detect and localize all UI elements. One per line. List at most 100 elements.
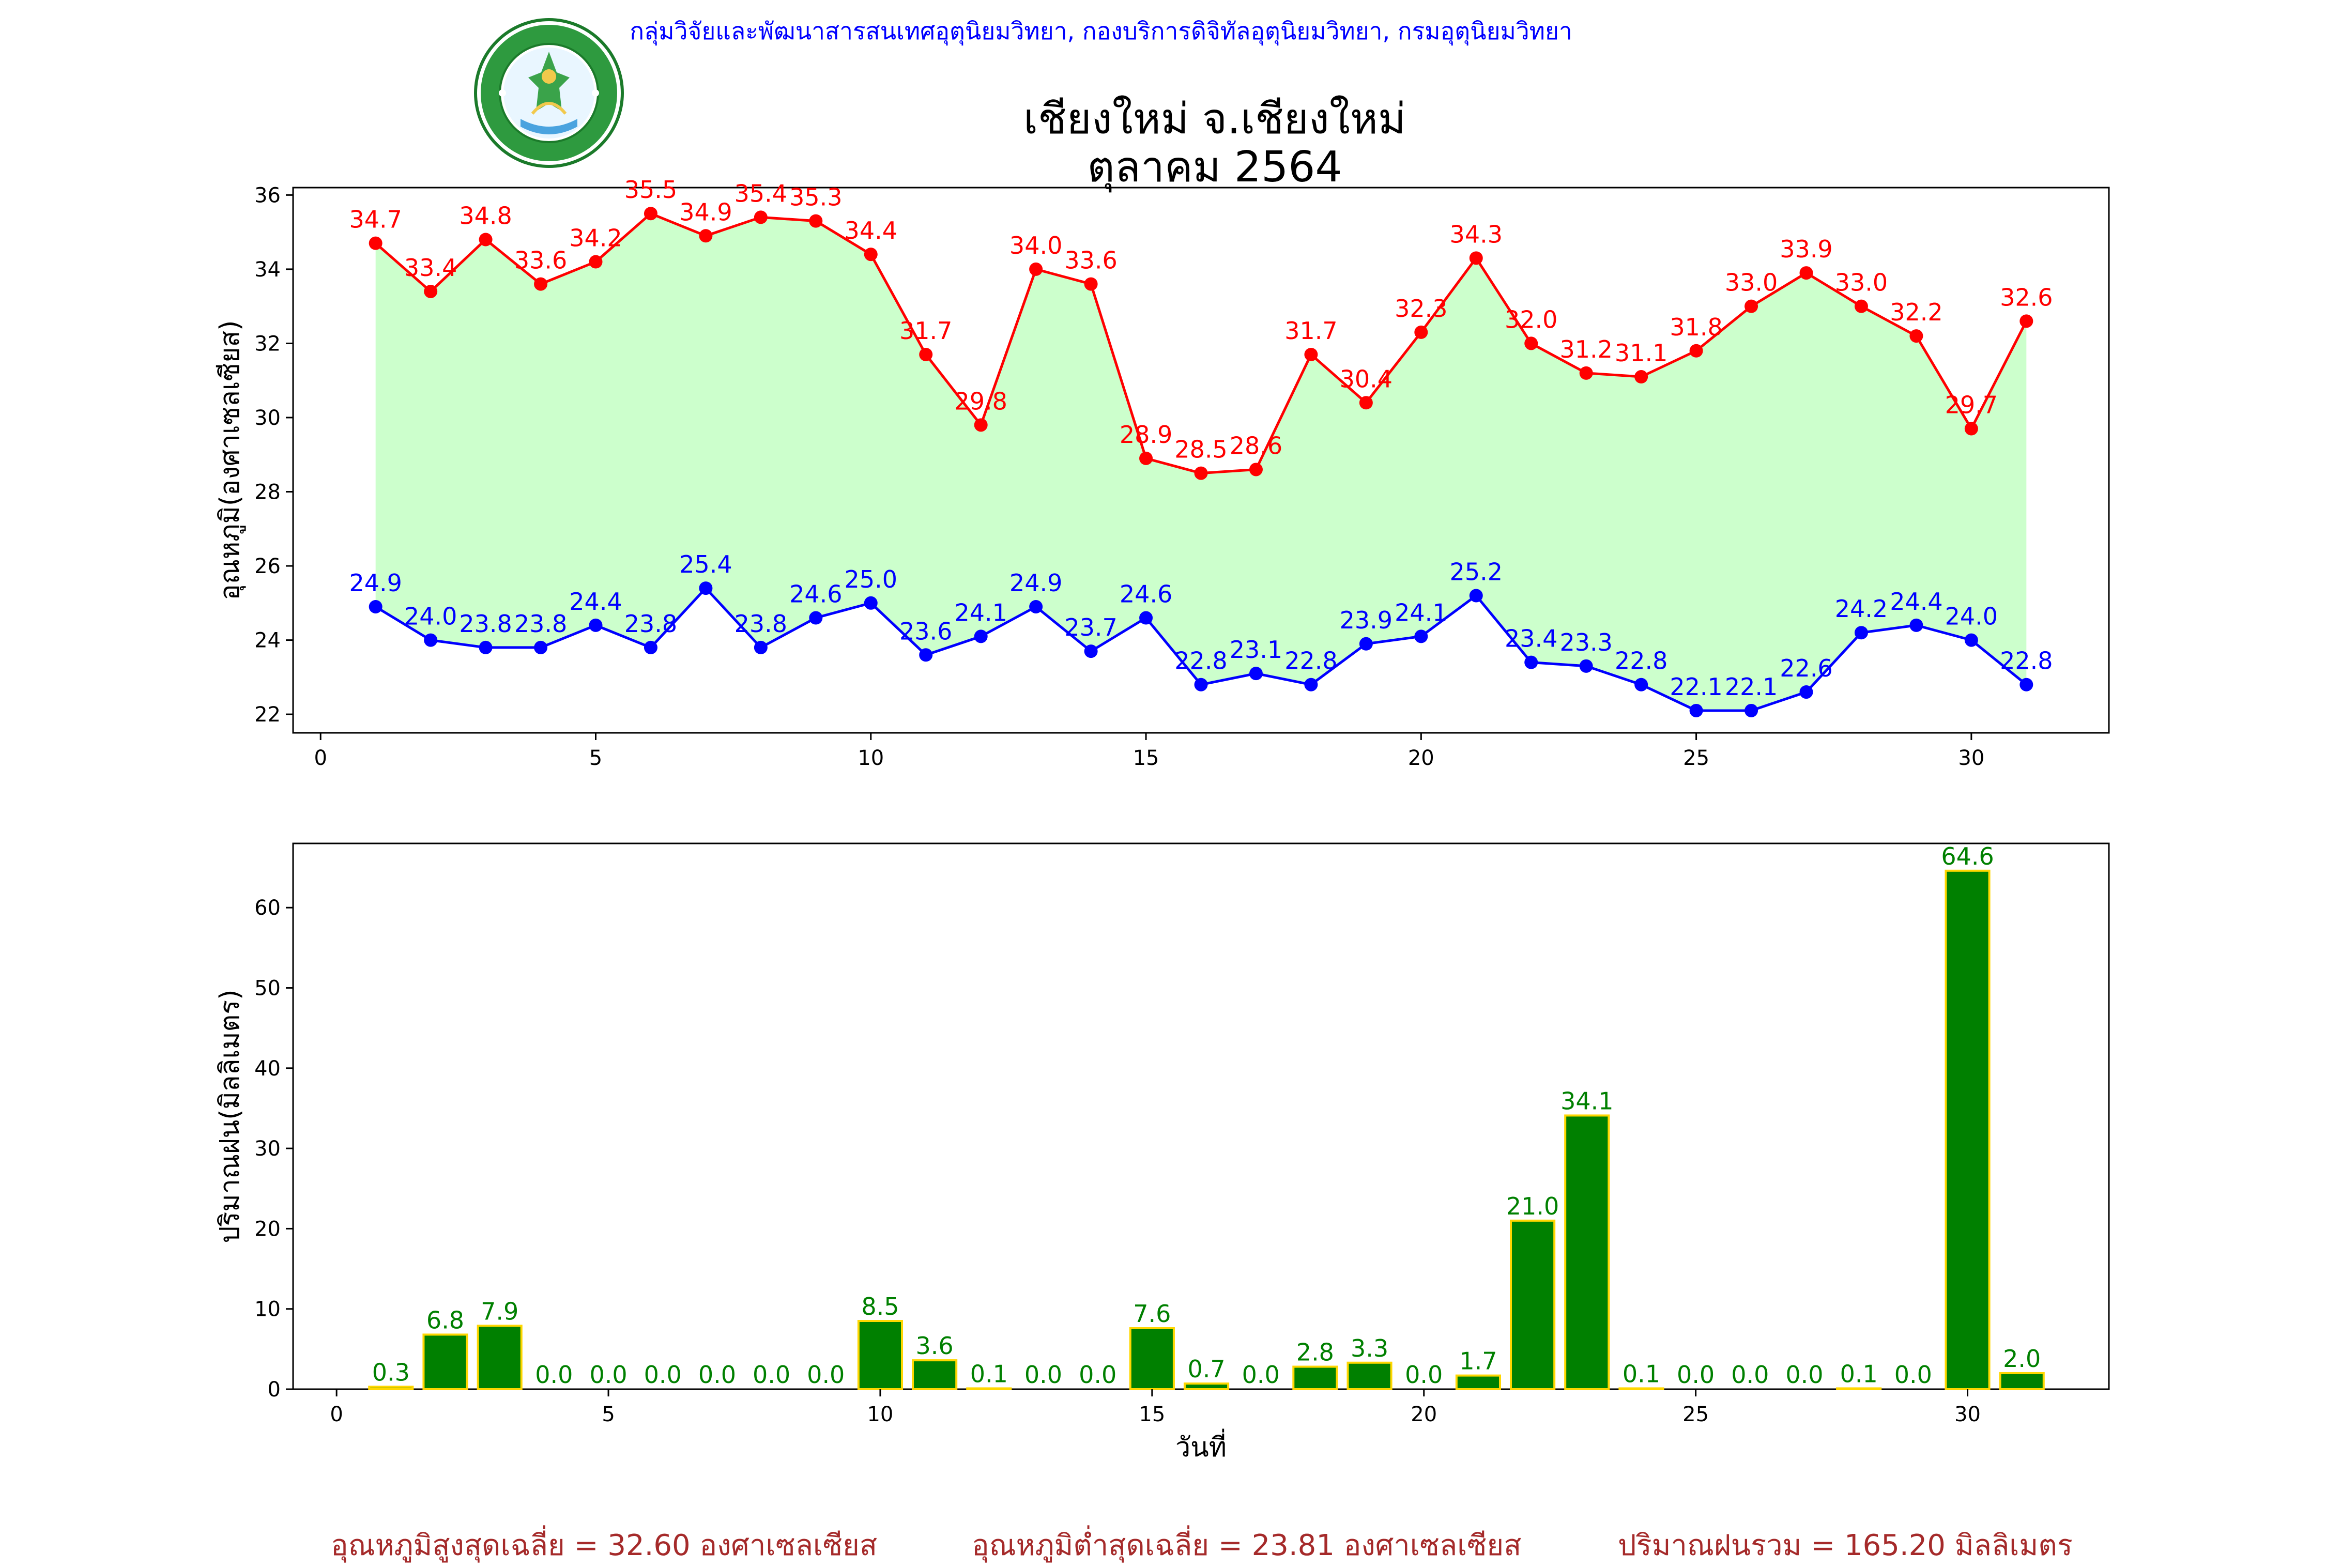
max-temperature-label: 31.1 — [1615, 339, 1667, 367]
rainfall-label: 0.0 — [535, 1361, 573, 1389]
min-temperature-point — [644, 640, 657, 654]
y-tick-label: 60 — [254, 896, 281, 920]
min-temperature-point — [1249, 667, 1263, 681]
max-temperature-point — [754, 210, 768, 224]
max-temperature-point — [1964, 422, 1978, 436]
rainfall-label: 0.0 — [1785, 1361, 1823, 1389]
max-temperature-point — [1909, 329, 1923, 343]
min-temperature-point — [369, 599, 382, 613]
total-rain-text: ปริมาณฝนรวม = 165.20 มิลลิเมตร — [1618, 1529, 2073, 1562]
min-temperature-label: 23.8 — [514, 610, 567, 638]
min-temperature-point — [1139, 611, 1153, 625]
max-temperature-point — [1139, 451, 1153, 465]
y-tick-label: 40 — [254, 1057, 281, 1081]
max-temperature-label: 35.5 — [624, 176, 677, 204]
min-temperature-point — [1524, 655, 1538, 669]
max-temperature-point — [1029, 262, 1043, 276]
max-temperature-label: 30.4 — [1340, 365, 1392, 393]
rainfall-label: 0.0 — [1894, 1361, 1932, 1389]
rainfall-label: 7.6 — [1133, 1300, 1171, 1328]
rainfall-bar — [1510, 1219, 1556, 1390]
min-temperature-point — [809, 611, 823, 625]
rainfall-bar — [857, 1320, 904, 1390]
min-temperature-label: 24.0 — [404, 603, 457, 631]
min-temperature-label: 22.8 — [1174, 647, 1227, 675]
max-temperature-label: 35.4 — [734, 179, 787, 207]
max-temperature-label: 33.6 — [514, 247, 567, 274]
min-temperature-point — [1799, 685, 1813, 699]
max-temperature-label: 31.7 — [1284, 317, 1337, 345]
max-temperature-point — [534, 277, 548, 291]
min-temperature-label: 23.4 — [1505, 625, 1557, 653]
min-temperature-label: 22.8 — [1284, 647, 1337, 675]
min-temperature-label: 24.4 — [569, 588, 622, 616]
rainfall-bar — [1564, 1114, 1610, 1390]
max-temperature-label: 34.9 — [679, 198, 732, 226]
rainfall-label: 8.5 — [861, 1293, 899, 1320]
rainfall-x-axis-label: วันที่ — [1175, 1428, 1227, 1463]
y-tick-label: 30 — [254, 1137, 281, 1161]
max-temperature-label: 34.4 — [845, 217, 897, 244]
rainfall-bar — [1292, 1365, 1338, 1390]
y-tick-label: 50 — [254, 977, 281, 1001]
rainfall-label: 3.6 — [916, 1332, 954, 1360]
rainfall-label: 0.0 — [589, 1361, 627, 1389]
rainfall-y-axis-label: ปริมาณฝน(มิลลิเมตร) — [215, 989, 246, 1243]
min-temperature-point — [424, 633, 438, 647]
max-temperature-label: 28.6 — [1230, 432, 1282, 459]
max-temperature-point — [644, 207, 657, 221]
max-temperature-label: 33.6 — [1064, 247, 1117, 274]
x-tick-label: 15 — [1139, 1403, 1165, 1426]
min-temperature-label: 22.6 — [1780, 654, 1832, 682]
max-temperature-point — [1744, 299, 1758, 313]
max-temperature-label: 29.7 — [1945, 391, 1998, 419]
temperature-y-axis-label: อุณหภูมิ(องศาเซลเซียส) — [215, 320, 246, 601]
min-temperature-point — [1909, 618, 1923, 632]
rainfall-bar — [1183, 1382, 1230, 1390]
rainfall-bar — [1836, 1387, 1882, 1390]
rainfall-bar — [1346, 1361, 1392, 1390]
avg-max-text: อุณหภูมิสูงสุดเฉลี่ย = 32.60 องศาเซลเซีย… — [331, 1529, 878, 1562]
min-temperature-label: 24.6 — [789, 580, 842, 608]
temperature-plot-frame — [292, 187, 2110, 734]
x-tick-label: 5 — [589, 746, 602, 770]
min-temperature-point — [1359, 637, 1373, 651]
rainfall-label: 0.1 — [1623, 1360, 1660, 1388]
max-temperature-label: 34.8 — [459, 202, 512, 229]
rainfall-label: 0.7 — [1187, 1355, 1225, 1383]
min-temperature-label: 25.4 — [679, 550, 732, 578]
rainfall-label: 0.0 — [1677, 1361, 1715, 1389]
max-temperature-point — [1414, 325, 1428, 339]
min-temperature-point — [1854, 626, 1868, 640]
y-tick-label: 32 — [254, 332, 281, 356]
min-temperature-label: 23.8 — [459, 610, 512, 638]
max-temperature-label: 34.2 — [569, 224, 622, 252]
rainfall-label: 0.0 — [1024, 1361, 1062, 1389]
min-temperature-label: 23.3 — [1559, 628, 1612, 656]
min-temperature-label: 22.8 — [2000, 647, 2053, 675]
max-temperature-point — [1249, 463, 1263, 476]
min-temperature-point — [1029, 599, 1043, 613]
max-temperature-point — [589, 255, 603, 269]
min-temperature-label: 24.1 — [954, 598, 1007, 626]
rainfall-label: 21.0 — [1506, 1192, 1559, 1220]
min-temperature-point — [534, 640, 548, 654]
min-temperature-label: 24.6 — [1120, 580, 1172, 608]
x-tick-label: 0 — [314, 746, 327, 770]
y-tick-label: 0 — [268, 1378, 281, 1402]
max-temperature-label: 33.4 — [404, 254, 457, 282]
max-temperature-label: 28.9 — [1120, 421, 1172, 449]
rainfall-label: 6.8 — [426, 1306, 464, 1334]
rainfall-label: 3.3 — [1351, 1334, 1388, 1362]
max-temperature-point — [479, 233, 493, 247]
x-tick-label: 20 — [1411, 1403, 1437, 1426]
min-temperature-point — [1689, 703, 1703, 717]
rainfall-bar — [1999, 1372, 2045, 1390]
rainfall-label: 7.9 — [481, 1297, 518, 1325]
max-temperature-label: 32.6 — [2000, 283, 2053, 311]
max-temperature-point — [369, 236, 382, 250]
min-temperature-label: 25.0 — [845, 565, 897, 593]
max-temperature-label: 34.7 — [349, 206, 402, 234]
x-tick-label: 15 — [1133, 746, 1159, 770]
